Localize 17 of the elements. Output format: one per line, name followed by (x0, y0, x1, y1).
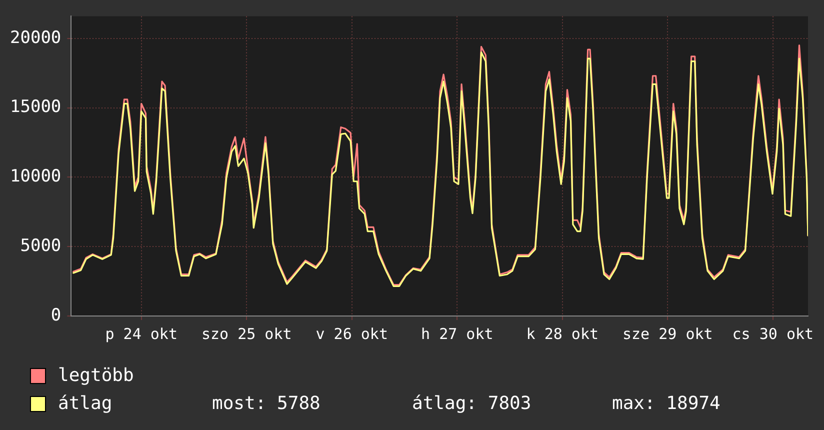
text: max: 18974 (612, 392, 722, 416)
x-tick-label: k 28 okt (526, 324, 599, 343)
text: most: 5788 (212, 392, 322, 416)
x-tick-label: p 24 okt (105, 324, 178, 343)
x-tick-label: sze 29 okt (622, 324, 713, 343)
y-tick-label: 5000 (20, 236, 62, 256)
y-tick-label: 0 (50, 305, 62, 326)
x-tick-label: h 27 okt (421, 324, 494, 343)
legend-label: átlag (58, 392, 112, 416)
x-tick-label: v 26 okt (316, 324, 388, 343)
x-tick-label: cs 30 okt (732, 324, 814, 343)
y-tick-label: 20000 (10, 28, 62, 48)
text: átlag: 7803 (412, 392, 532, 416)
legend-label: legtöbb (58, 364, 134, 388)
y-tick-label: 15000 (10, 97, 62, 118)
x-tick-label: szo 25 okt (201, 324, 292, 343)
y-tick-label: 10000 (10, 166, 62, 187)
